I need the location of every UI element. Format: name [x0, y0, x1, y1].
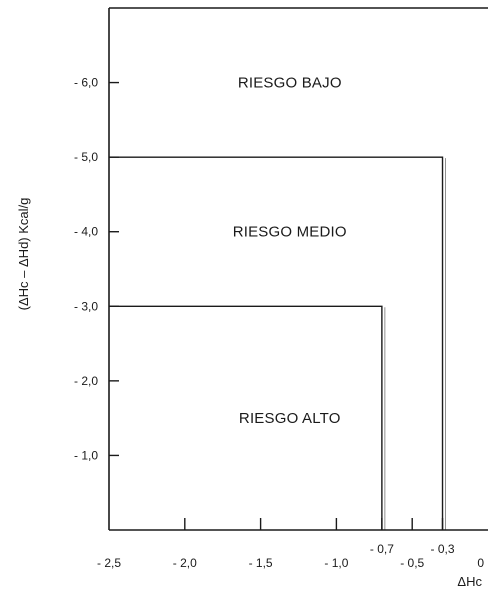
- y-tick-label: - 1,0: [74, 448, 98, 462]
- y-axis: - 1,0 - 2,0 - 3,0 - 4,0 - 5,0 - 6,0: [74, 76, 119, 462]
- y-tick-label: - 3,0: [74, 299, 98, 313]
- region-label: RIESGO MEDIO: [233, 224, 347, 241]
- y-tick-label: - 4,0: [74, 225, 98, 239]
- x-tick-label: - 0,3: [431, 542, 455, 556]
- x-tick-label: - 2,5: [97, 556, 121, 570]
- x-tick-label: - 1,0: [324, 556, 348, 570]
- y-tick-label: - 5,0: [74, 150, 98, 164]
- risk-boundaries: [109, 156, 446, 530]
- x-axis-title: ΔHc: [457, 574, 482, 589]
- x-tick-label: - 1,5: [249, 556, 273, 570]
- region-label: RIESGO ALTO: [239, 410, 341, 427]
- region-label: RIESGO BAJO: [238, 75, 342, 92]
- x-tick-label: 0: [477, 556, 484, 570]
- plot-frame: [108, 7, 488, 531]
- y-tick-label: - 2,0: [74, 374, 98, 388]
- x-tick-label: - 0,5: [400, 556, 424, 570]
- x-axis: - 2,5 - 2,0 - 1,5 - 1,0 - 0,7 - 0,5 - 0,3 0: [97, 518, 484, 570]
- y-tick-label: - 6,0: [74, 76, 98, 90]
- boundary-medio-bajo: [109, 156, 444, 530]
- x-tick-label: - 2,0: [173, 556, 197, 570]
- x-tick-label: - 0,7: [370, 542, 394, 556]
- risk-regions: RIESGO BAJO RIESGO MEDIO RIESGO ALTO: [233, 75, 347, 428]
- y-axis-title: (ΔHc – ΔHd) Kcal/g: [16, 198, 31, 311]
- boundary-alto-medio: [109, 305, 383, 530]
